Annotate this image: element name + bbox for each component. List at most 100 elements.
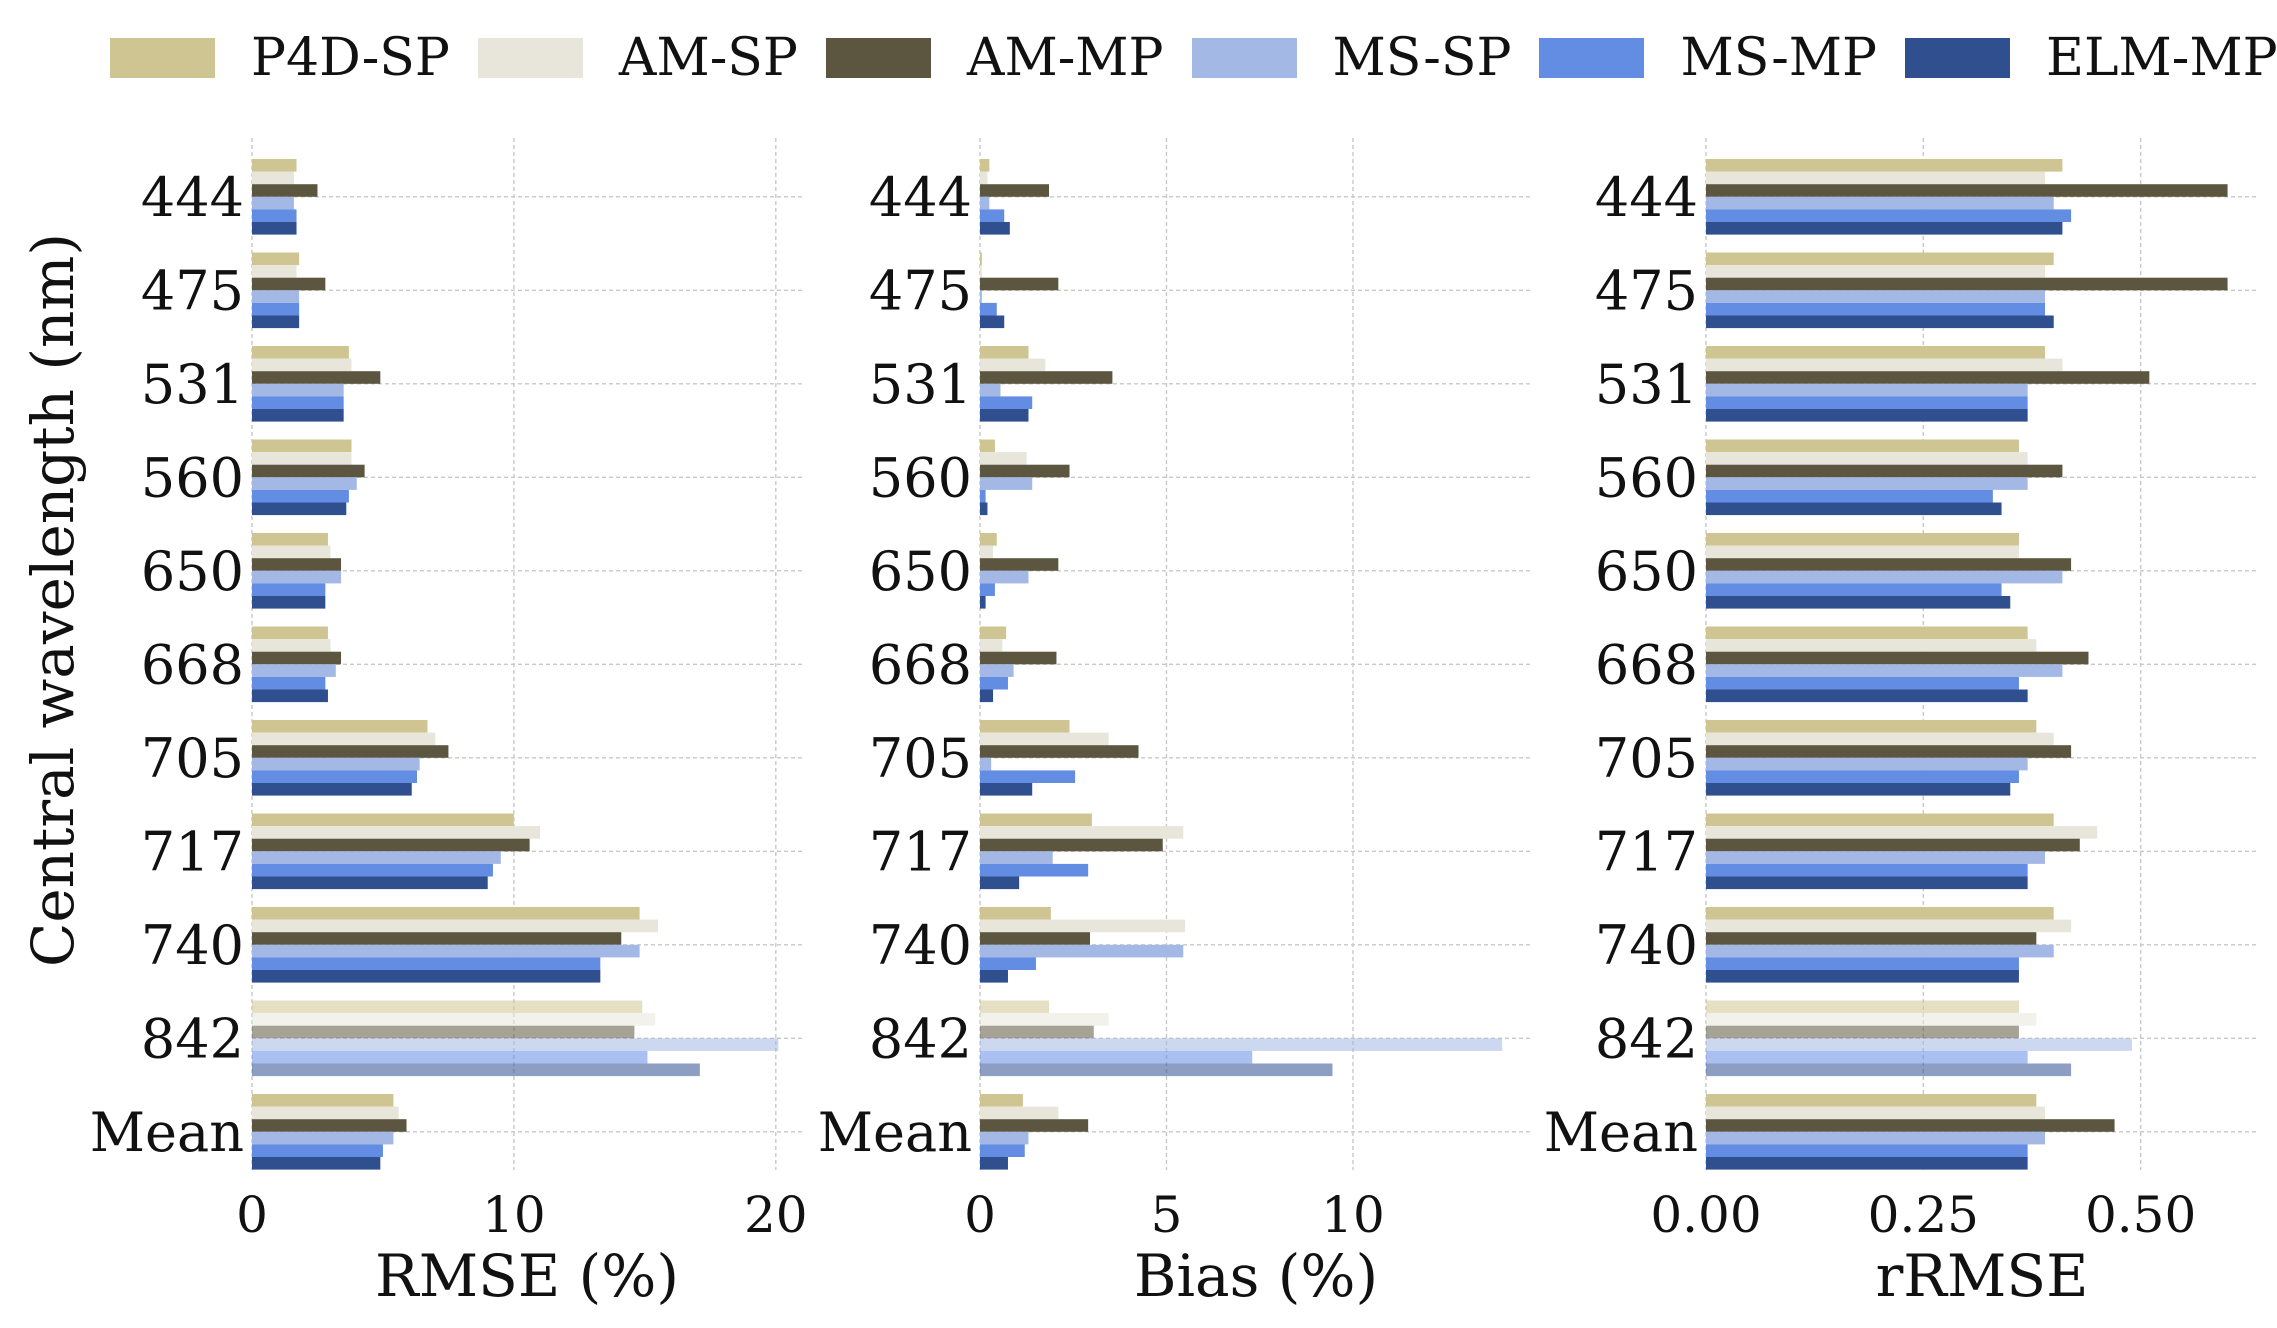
bar-elm-mp-531	[980, 409, 1029, 422]
bar-am-mp-740	[1706, 932, 2037, 945]
bar-elm-mp-531	[252, 409, 344, 422]
bar-p4d-sp-475	[252, 252, 300, 266]
bar-ms-sp-740	[1706, 944, 2054, 958]
legend-swatch	[1191, 38, 1297, 78]
y-tick-label: 740	[869, 914, 972, 977]
bar-am-sp-842	[252, 1013, 656, 1026]
legend: P4D-SP AM-SP AM-MP MS-SP MS-MP ELM-MP	[110, 22, 2277, 94]
bar-ms-mp-531	[980, 396, 1033, 409]
bar-ms-sp-650	[252, 570, 342, 584]
y-tick-label: 475	[1595, 259, 1698, 322]
legend-item-am-mp: AM-MP	[825, 32, 1164, 84]
bar-elm-mp-560	[252, 502, 347, 516]
bar-ms-sp-668	[1706, 664, 2063, 677]
bar-ms-mp-842	[980, 1050, 1253, 1064]
bar-ms-sp-650	[980, 570, 1029, 584]
bar-ms-mp-560	[980, 489, 986, 503]
chart-panel-rrmse: 444 475 531 560 650 668 705 717 740 842 Mean 0.00 0.…	[1544, 138, 2258, 1244]
bar-ms-mp-650	[252, 583, 326, 596]
bar-elm-mp-475	[1706, 315, 2054, 329]
y-tick-label: 842	[869, 1007, 972, 1070]
bar-am-mp-650	[1706, 558, 2072, 571]
bar-ms-sp-650	[1706, 570, 2063, 584]
x-tick-label: 0	[236, 1186, 268, 1244]
bar-elm-mp-560	[980, 502, 988, 516]
legend-label: MS-MP	[1680, 28, 1878, 88]
bar-elm-mp-650	[1706, 596, 2011, 609]
bar-ms-mp-705	[252, 770, 417, 783]
y-tick-label: 668	[1595, 633, 1698, 696]
bar-p4d-sp-475	[1706, 252, 2054, 266]
bar-ms-mp-444	[252, 209, 297, 222]
bar-p4d-sp-842	[252, 1000, 643, 1014]
bar-am-sp-740	[252, 919, 658, 933]
bar-ms-mp-717	[1706, 863, 2028, 877]
y-tick-label: 842	[141, 1007, 244, 1070]
y-tick-label: 705	[141, 727, 244, 790]
bar-am-sp-668	[1706, 639, 2037, 652]
bar-am-sp-705	[1706, 732, 2054, 746]
bar-ms-sp-444	[1706, 196, 2054, 210]
bar-p4d-sp-mean	[1706, 1094, 2037, 1107]
bar-am-sp-717	[1706, 826, 2098, 839]
bar-ms-sp-668	[252, 664, 336, 677]
bar-am-mp-717	[980, 838, 1163, 852]
bar-ms-sp-444	[980, 196, 990, 210]
bar-am-mp-717	[1706, 838, 2080, 852]
bar-am-sp-650	[980, 545, 994, 559]
bar-am-sp-650	[252, 545, 331, 559]
bar-am-mp-650	[980, 558, 1059, 571]
y-tick-label: 444	[869, 166, 972, 229]
bar-ms-sp-560	[980, 477, 1033, 490]
y-tick-label: 650	[141, 540, 244, 603]
bar-ms-sp-705	[980, 757, 992, 771]
x-tick-label: 10	[482, 1186, 546, 1244]
y-tick-label: 560	[869, 446, 972, 509]
bar-p4d-sp-705	[252, 720, 428, 733]
y-tick-label: 444	[141, 166, 244, 229]
bar-ms-mp-668	[252, 676, 326, 690]
bar-am-mp-560	[1706, 464, 2063, 478]
bar-am-sp-444	[252, 171, 294, 185]
bar-elm-mp-650	[252, 596, 326, 609]
bar-p4d-sp-531	[1706, 346, 2046, 359]
bar-p4d-sp-668	[252, 626, 328, 640]
bar-am-sp-mean	[1706, 1106, 2046, 1120]
bar-elm-mp-842	[980, 1063, 1333, 1077]
y-tick-label: 740	[1595, 914, 1698, 977]
bar-elm-mp-668	[980, 689, 994, 703]
legend-item-elm-mp: ELM-MP	[1905, 32, 2277, 84]
legend-swatch	[477, 38, 583, 78]
bar-am-mp-444	[980, 184, 1049, 197]
y-tick-label: 842	[1595, 1007, 1698, 1070]
bar-am-sp-705	[980, 732, 1109, 746]
bar-p4d-sp-475	[980, 252, 982, 266]
bar-elm-mp-842	[252, 1063, 700, 1077]
bar-am-mp-842	[1706, 1025, 2019, 1039]
bar-ms-mp-740	[980, 957, 1036, 970]
bar-am-sp-mean	[252, 1106, 399, 1120]
bar-ms-sp-531	[1706, 383, 2028, 397]
legend-item-am-sp: AM-SP	[477, 32, 798, 84]
x-tick-label: 0	[964, 1186, 996, 1244]
y-tick-label: Mean	[1544, 1101, 1698, 1164]
chart-panel-bias: 444 475 531 560 650 668 705 717 740 842 Mean 0 5 10	[818, 138, 1532, 1244]
bar-am-sp-531	[252, 358, 352, 372]
bar-ms-sp-668	[980, 664, 1014, 677]
bar-am-sp-740	[980, 919, 1186, 933]
y-tick-label: 475	[141, 259, 244, 322]
bar-am-sp-475	[252, 265, 297, 278]
bar-elm-mp-444	[980, 222, 1010, 235]
bar-p4d-sp-650	[1706, 533, 2019, 546]
bar-ms-mp-650	[1706, 583, 2002, 596]
bar-elm-mp-444	[1706, 222, 2063, 235]
bar-ms-mp-705	[980, 770, 1076, 783]
y-tick-label: 650	[1595, 540, 1698, 603]
chart-panel-rmse: 444 475 531 560 650 668 705 717 740 842 Mean 0 10 20	[90, 138, 808, 1244]
legend-swatch	[1905, 38, 2011, 78]
bar-p4d-sp-842	[1706, 1000, 2019, 1014]
bar-p4d-sp-717	[980, 813, 1092, 827]
bar-am-mp-560	[980, 464, 1070, 478]
bar-am-sp-560	[1706, 452, 2028, 465]
bar-ms-mp-531	[1706, 396, 2028, 409]
